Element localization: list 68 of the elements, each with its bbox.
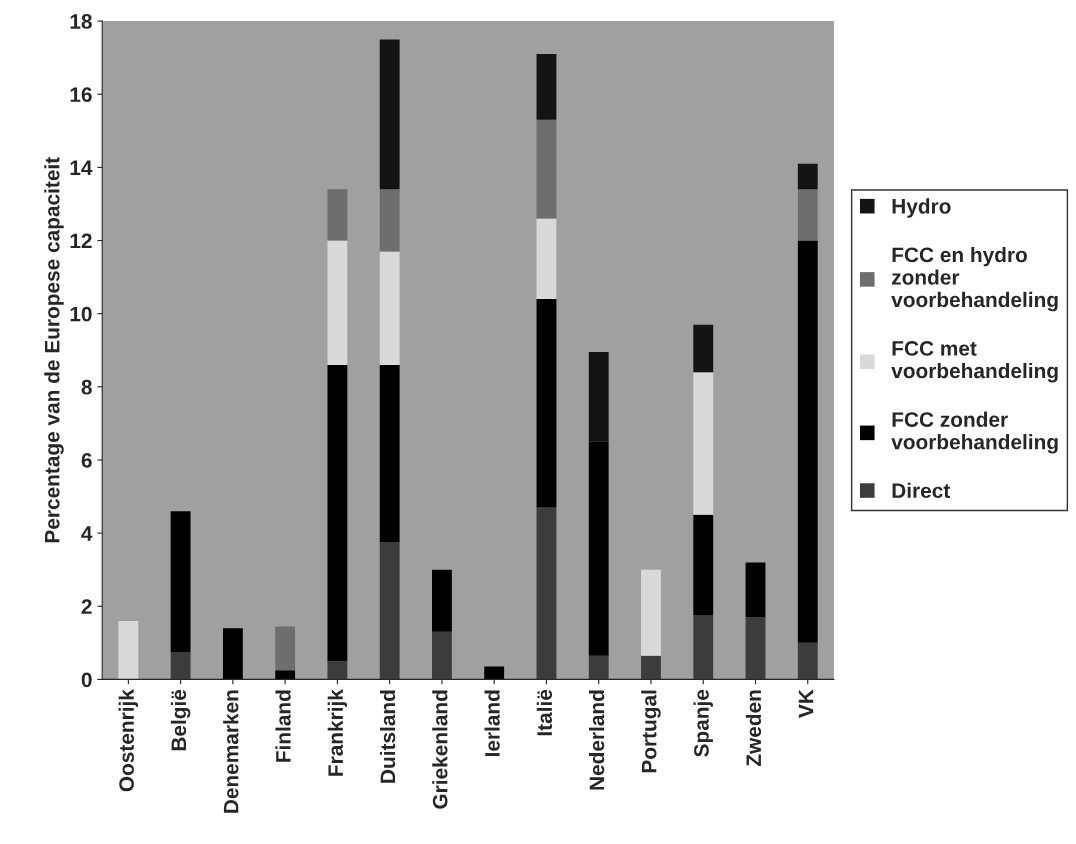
legend-label: Direct	[892, 482, 951, 499]
y-tick-label: 16	[70, 87, 92, 102]
x-tick-label: Portugal	[641, 690, 661, 773]
x-tick-label: Denemarken	[223, 690, 239, 813]
bar	[693, 324, 714, 373]
y-tick-label: 0	[81, 672, 92, 688]
y-tick-label: 10	[70, 306, 92, 322]
bar	[379, 542, 400, 680]
legend-label: FCC en hydro zonder voorbehandeling	[891, 246, 1058, 312]
bar	[588, 655, 609, 680]
y-tick-label: 6	[81, 452, 92, 468]
bar	[536, 218, 557, 300]
x-tick-label: Oostenrijk	[118, 689, 139, 792]
bar	[588, 352, 609, 442]
bar	[118, 620, 139, 680]
bar	[641, 655, 661, 680]
y-tick-label: 4	[81, 526, 93, 541]
bar	[693, 372, 714, 515]
bar	[536, 507, 557, 680]
bar	[327, 240, 348, 365]
legend-label: Hydro	[892, 198, 951, 218]
x-tick-label: Zweden	[745, 690, 762, 767]
bar	[797, 163, 818, 190]
y-tick-label: 18	[70, 14, 92, 29]
x-tick-label: Ierland	[484, 690, 500, 757]
bar	[797, 642, 818, 680]
bar	[797, 240, 818, 643]
bar	[379, 39, 400, 190]
y-tick-label: 12	[70, 233, 92, 249]
legend-label: FCC zonder voorbehandeling	[891, 411, 1058, 454]
x-tick-label: Griekenland	[432, 690, 448, 809]
y-tick-label: 2	[81, 599, 92, 614]
bar	[327, 661, 348, 680]
bar	[536, 54, 557, 120]
y-axis-title: Percentage van de Europese capaciteit	[44, 157, 64, 543]
y-tick-label: 14	[70, 160, 93, 175]
x-tick-label: Italië	[536, 689, 553, 736]
x-tick-label: VK	[798, 689, 814, 718]
x-tick-label: Spanje	[693, 689, 713, 757]
x-tick-label: Duitsland	[379, 690, 396, 783]
bar	[170, 651, 191, 680]
bar	[432, 569, 452, 632]
bar	[693, 514, 714, 616]
bar	[536, 119, 557, 219]
bar	[745, 617, 766, 680]
x-tick-label: Nederland	[589, 690, 605, 790]
bar	[797, 189, 818, 241]
bar	[745, 562, 766, 618]
bar	[275, 670, 296, 680]
x-tick-label: België	[170, 689, 191, 751]
bar	[379, 251, 400, 365]
y-tick-label: 8	[81, 379, 92, 395]
x-tick-label: Finland	[275, 690, 291, 762]
bar	[641, 569, 661, 656]
x-tick-label: Frankrijk	[327, 689, 348, 776]
bar	[327, 364, 348, 662]
bar	[275, 626, 296, 671]
bar	[379, 189, 400, 252]
bar	[484, 666, 505, 680]
bar	[536, 299, 557, 508]
bar	[327, 189, 348, 241]
bar	[693, 615, 714, 680]
bar	[588, 441, 609, 656]
bar	[170, 511, 191, 652]
bar	[432, 631, 452, 680]
bar	[379, 364, 400, 543]
legend-label: FCC met voorbehandeling	[891, 341, 1058, 383]
bar	[222, 628, 243, 680]
